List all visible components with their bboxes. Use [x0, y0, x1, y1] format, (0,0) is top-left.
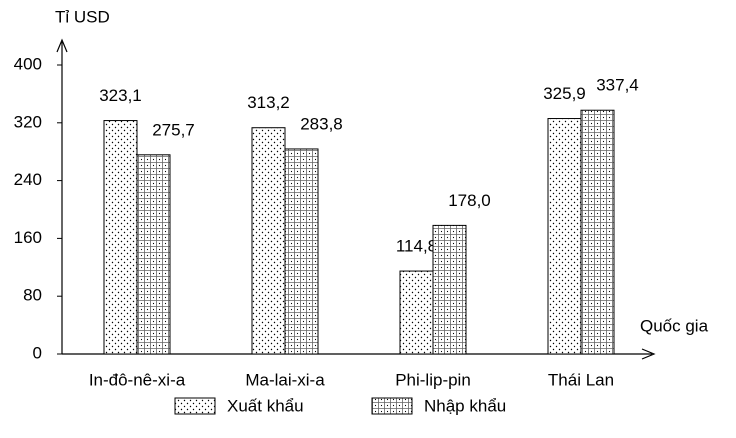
bar: [136, 154, 171, 355]
bar: [284, 148, 319, 355]
value-label: 313,2: [247, 93, 290, 112]
y-tick-label: 240: [14, 170, 42, 189]
bar: [103, 120, 138, 355]
value-label: 178,0: [448, 191, 491, 210]
value-label: 323,1: [99, 86, 142, 105]
x-tick-label: Thái Lan: [548, 370, 614, 389]
y-tick-label: 80: [23, 286, 42, 305]
bar: [547, 118, 582, 355]
value-label: 275,7: [152, 120, 195, 139]
y-tick-label: 0: [33, 343, 42, 362]
legend-label: Xuất khẩu: [227, 396, 304, 415]
y-axis-arrow: [56, 38, 68, 53]
value-label: 114,8: [396, 237, 437, 256]
y-axis-label: Tỉ USD: [55, 7, 110, 26]
legend-label: Nhập khẩu: [424, 396, 506, 415]
x-axis-label: Quốc gia: [640, 316, 709, 335]
value-label: 337,4: [596, 76, 639, 95]
bar: [580, 109, 615, 355]
y-tick-label: 400: [14, 54, 42, 73]
x-tick-label: Phi-lip-pin: [395, 370, 471, 389]
x-tick-label: In-đô-nê-xi-a: [89, 370, 186, 389]
y-tick-label: 160: [14, 228, 42, 247]
value-label: 325,9: [543, 84, 586, 103]
x-axis-arrow: [641, 348, 656, 360]
x-tick-label: Ma-lai-xi-a: [245, 370, 325, 389]
value-label: 283,8: [300, 114, 343, 133]
legend-swatch: [371, 397, 413, 415]
legend-swatch: [174, 397, 216, 415]
y-tick-label: 320: [14, 112, 42, 131]
bar: [399, 270, 434, 355]
bar: [251, 127, 286, 355]
bar: [432, 224, 467, 355]
